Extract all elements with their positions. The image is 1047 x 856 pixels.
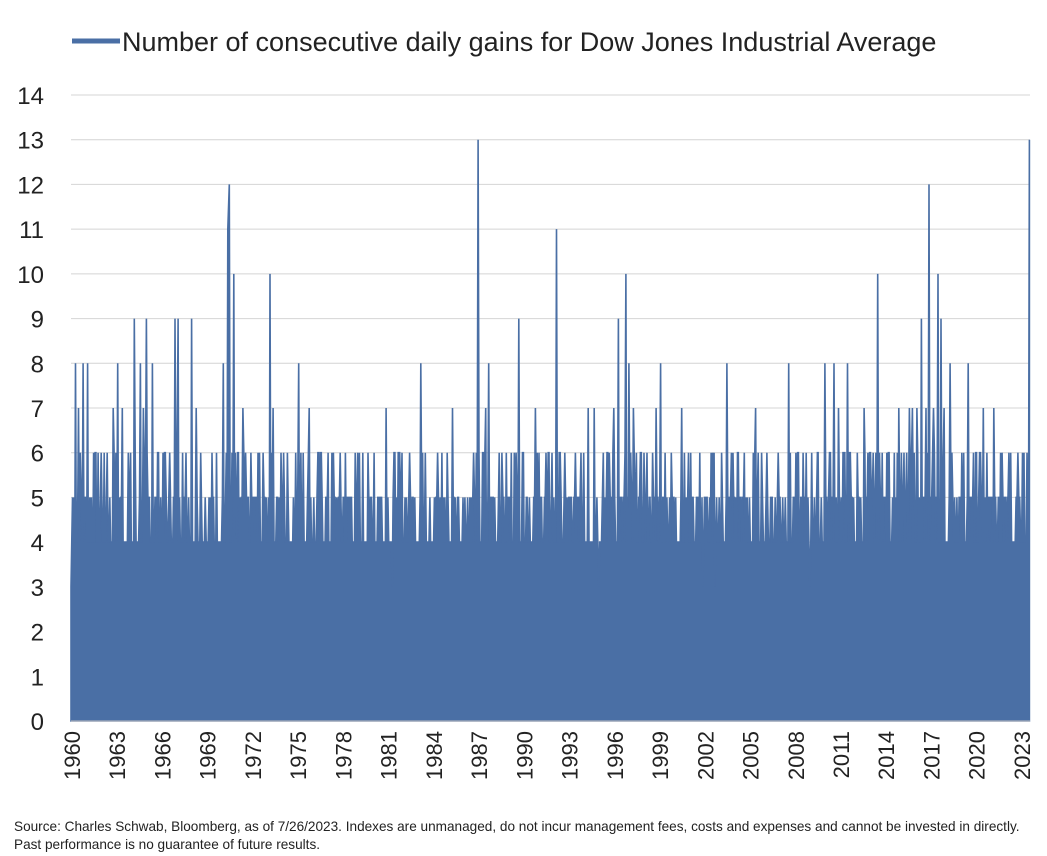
x-tick-label: 1969 [196,731,221,780]
x-tick-label: 1990 [512,731,537,780]
x-tick-label: 2011 [829,731,854,778]
x-tick-label: 1963 [105,731,130,780]
y-tick-label: 8 [31,351,44,378]
x-tick-label: 2005 [739,731,764,780]
x-tick-label: 1978 [331,731,356,780]
legend: Number of consecutive daily gains for Do… [72,27,936,57]
y-tick-label: 3 [31,575,44,602]
area-series [70,139,1031,722]
x-tick-label: 1966 [150,731,175,780]
y-tick-label: 13 [17,128,44,155]
x-tick-label: 1993 [558,731,583,780]
x-tick-label: 2014 [874,731,899,780]
y-tick-label: 9 [31,307,44,334]
y-tick-label: 10 [17,262,44,289]
source-footnote: Source: Charles Schwab, Bloomberg, as of… [14,819,1020,852]
series-area [70,139,1031,722]
x-tick-label: 2008 [784,731,809,780]
y-tick-label: 0 [31,709,44,736]
legend-label: Number of consecutive daily gains for Do… [122,27,936,57]
y-tick-label: 7 [31,396,44,423]
y-tick-label: 12 [17,172,44,199]
x-tick-label: 1975 [286,731,311,780]
x-tick-label: 1987 [467,731,492,780]
y-tick-label: 4 [31,530,44,557]
y-tick-label: 2 [31,620,44,647]
y-tick-label: 14 [17,83,44,110]
x-tick-label: 1981 [377,731,402,780]
x-tick-label: 1972 [241,731,266,780]
x-tick-label: 1996 [603,731,628,780]
x-tick-label: 1960 [60,731,85,780]
x-tick-label: 2023 [1010,731,1035,780]
y-tick-label: 6 [31,441,44,468]
y-tick-label: 5 [31,485,44,512]
y-tick-label: 1 [31,664,44,691]
x-tick-label: 2017 [919,731,944,780]
x-tick-label: 1984 [422,731,447,780]
x-tick-label: 1999 [648,731,673,780]
x-tick-label: 2002 [693,731,718,780]
consecutive-gains-chart: 0 1 2 3 4 5 6 7 8 9 10 11 12 13 14 1960 1963 1966 1969 1972… [17,27,1035,780]
x-tick-label: 2020 [965,731,990,780]
y-tick-label: 11 [19,217,44,244]
